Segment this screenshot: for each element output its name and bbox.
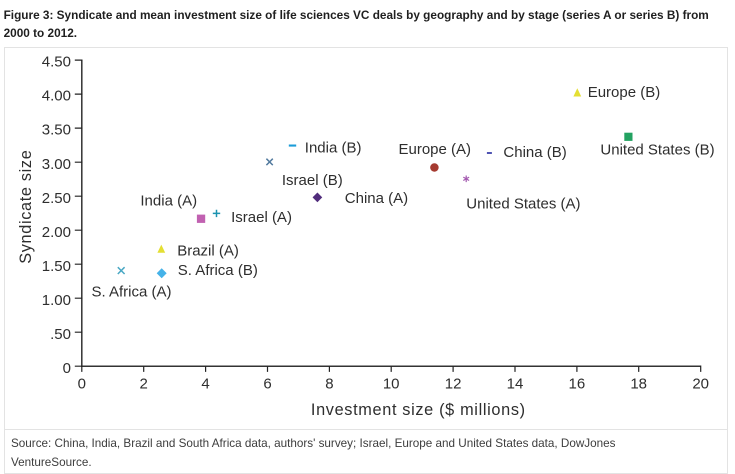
svg-text:10: 10 [383,376,400,393]
svg-text:India (B): India (B) [305,139,362,156]
svg-text:4.50: 4.50 [42,54,71,71]
svg-text:2.50: 2.50 [42,190,71,207]
svg-text:4: 4 [201,376,209,393]
svg-text:Israel (B): Israel (B) [282,172,343,189]
svg-text:Syndicate size: Syndicate size [17,150,35,264]
svg-text:Israel (A): Israel (A) [231,209,292,226]
svg-text:12: 12 [445,376,462,393]
svg-text:16: 16 [569,376,586,393]
svg-text:14: 14 [507,376,524,393]
svg-text:2.00: 2.00 [42,224,71,241]
svg-text:0: 0 [78,376,86,393]
svg-text:Europe (A): Europe (A) [399,141,472,158]
svg-text:6: 6 [263,376,271,393]
svg-text:20: 20 [692,376,709,393]
svg-text:Investment size ($ millions): Investment size ($ millions) [311,401,526,419]
svg-text:Brazil (A): Brazil (A) [177,242,239,259]
svg-text:0: 0 [63,360,71,377]
svg-text:4.00: 4.00 [42,88,71,105]
svg-text:1.50: 1.50 [42,258,71,275]
svg-text:1.00: 1.00 [42,292,71,309]
svg-text:Europe (B): Europe (B) [588,84,661,101]
svg-text:China (A): China (A) [345,190,408,207]
svg-text:India (A): India (A) [140,193,197,210]
svg-text:China (B): China (B) [503,144,566,161]
svg-text:3.50: 3.50 [42,122,71,139]
svg-text:S. Africa (A): S. Africa (A) [92,284,172,301]
svg-text:3.00: 3.00 [42,156,71,173]
svg-text:8: 8 [325,376,333,393]
svg-text:18: 18 [630,376,647,393]
svg-text:.50: .50 [50,326,71,343]
svg-text:United States (A): United States (A) [466,195,580,212]
svg-text:S. Africa (B): S. Africa (B) [178,262,258,279]
svg-text:2: 2 [140,376,148,393]
svg-text:United States (B): United States (B) [600,141,714,158]
